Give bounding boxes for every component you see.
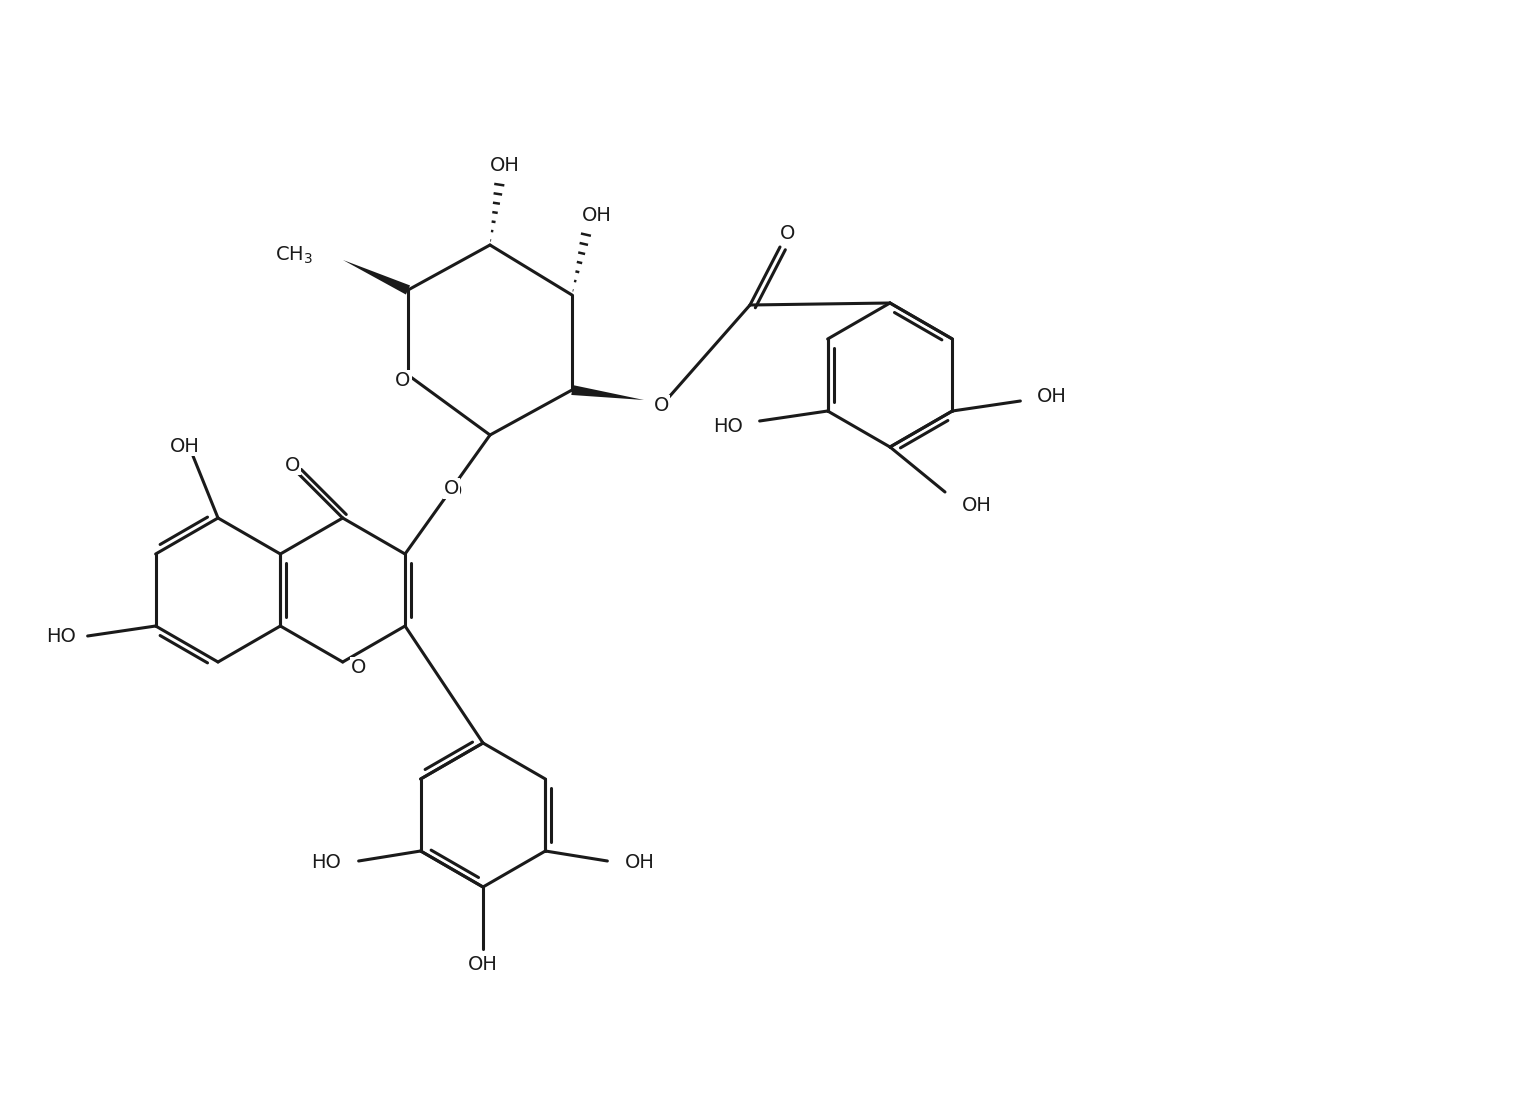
Text: OH: OH: [490, 156, 520, 175]
Text: O: O: [396, 371, 411, 390]
Text: O: O: [653, 395, 670, 414]
Text: HO: HO: [311, 853, 341, 872]
Text: O: O: [285, 456, 300, 475]
Text: CH$_3$: CH$_3$: [274, 244, 312, 265]
Polygon shape: [343, 260, 411, 294]
Text: OH: OH: [582, 205, 612, 225]
Text: HO: HO: [713, 417, 743, 436]
Text: HO: HO: [45, 626, 76, 645]
Text: OH: OH: [963, 496, 991, 515]
Text: OH: OH: [170, 437, 200, 456]
Text: OH: OH: [1037, 387, 1067, 405]
Text: OH: OH: [468, 956, 497, 975]
Text: O: O: [444, 479, 459, 498]
Text: O: O: [447, 482, 462, 501]
Text: O: O: [350, 657, 365, 676]
Polygon shape: [572, 385, 644, 400]
Text: OH: OH: [626, 853, 655, 872]
Text: O: O: [781, 224, 796, 243]
